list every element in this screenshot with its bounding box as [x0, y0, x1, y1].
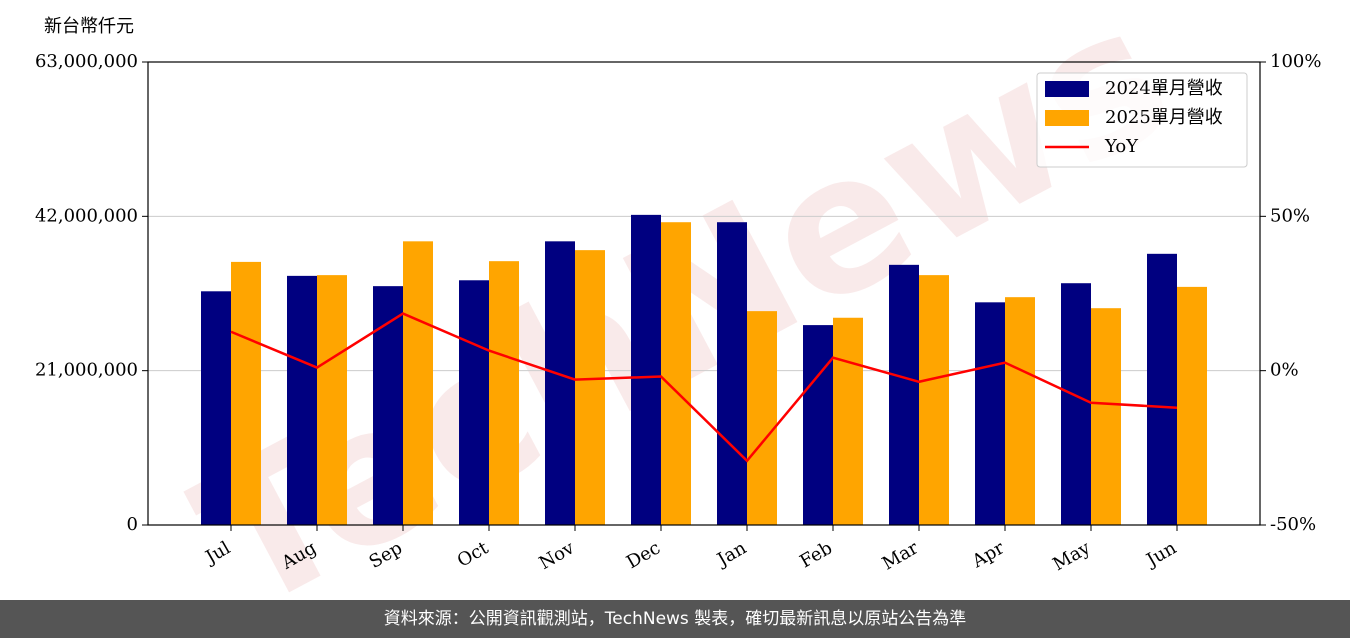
y-tick-label: 0	[127, 514, 138, 535]
x-tick-label: Dec	[623, 537, 664, 573]
legend-swatch	[1045, 110, 1089, 126]
bar	[1005, 297, 1035, 525]
y-tick-label: 21,000,000	[35, 360, 138, 381]
footer-bar	[0, 600, 1350, 638]
bar	[717, 222, 747, 525]
bar	[373, 286, 403, 525]
y2-tick-label: 100%	[1270, 51, 1321, 72]
y2-tick-label: 50%	[1270, 205, 1310, 226]
yoy-line	[230, 312, 1178, 463]
x-tick-label: Nov	[536, 537, 579, 574]
x-tick-label: May	[1049, 537, 1094, 575]
legend-label: 2024單月營收	[1105, 78, 1223, 99]
source-note: 資料來源：公開資訊觀測站，TechNews 製表，確切最新訊息以原站公告為準	[384, 609, 966, 629]
bar	[661, 222, 691, 525]
bar	[919, 275, 949, 525]
legend: 2024單月營收 2025單月營收 YoY	[1036, 72, 1248, 168]
bar	[803, 325, 833, 525]
legend-swatch	[1045, 81, 1089, 97]
y2-tick-label: -50%	[1270, 514, 1316, 535]
bar	[1091, 308, 1121, 525]
y-axis-label: 新台幣仟元	[44, 16, 134, 37]
bar	[747, 311, 777, 525]
x-tick-label: Jun	[1141, 537, 1180, 572]
plot-frame	[147, 61, 1261, 526]
bar	[459, 280, 489, 525]
x-tick-label: Mar	[879, 537, 923, 574]
bar	[1177, 286, 1207, 525]
y-tick-label: 42,000,000	[35, 205, 138, 226]
bar	[1147, 253, 1177, 526]
bar	[287, 275, 317, 525]
x-tick-label: Jan	[712, 537, 750, 571]
bar	[889, 264, 919, 525]
x-tick-label: Apr	[968, 537, 1008, 572]
x-tick-label: Feb	[796, 537, 836, 572]
bar	[403, 241, 433, 526]
legend-label: 2025單月營收	[1105, 107, 1223, 128]
bar	[231, 261, 261, 525]
bar	[631, 214, 661, 525]
bar	[975, 302, 1005, 525]
bar	[317, 275, 347, 525]
bar	[489, 261, 519, 525]
legend-label: YoY	[1104, 136, 1139, 157]
y-tick-label: 63,000,000	[35, 51, 138, 72]
bar	[201, 291, 231, 525]
y2-tick-label: 0%	[1270, 360, 1299, 381]
bar	[545, 241, 575, 526]
bar	[575, 250, 605, 525]
legend-frame	[1036, 72, 1248, 168]
bar	[833, 317, 863, 525]
bar	[1061, 283, 1091, 525]
